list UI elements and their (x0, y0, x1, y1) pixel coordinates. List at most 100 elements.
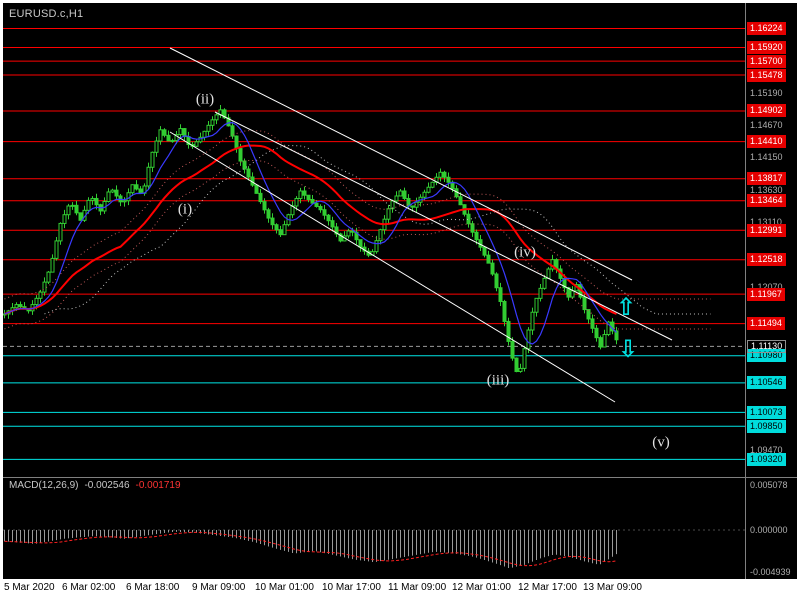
candle-body (86, 199, 91, 211)
candle-body (278, 229, 283, 236)
candle-body (58, 222, 63, 242)
time-axis-label: 11 Mar 09:00 (388, 582, 447, 593)
ma-fast-line (4, 121, 617, 345)
macd-signal-value: -0.001719 (135, 480, 181, 491)
candle-body (330, 220, 335, 228)
candle-body (298, 190, 303, 199)
candle-body (294, 197, 299, 207)
symbol-period-label: EURUSD.c,H1 (9, 8, 84, 20)
candle-body (534, 297, 539, 313)
candle-body (230, 125, 235, 137)
candle-body (94, 197, 99, 206)
time-axis-label: 10 Mar 17:00 (322, 582, 381, 593)
candle-body (326, 214, 331, 222)
candle-body (74, 204, 79, 214)
candle-body (350, 230, 355, 233)
candle-body (510, 340, 515, 359)
candle-body (70, 204, 75, 207)
candle-body (50, 257, 55, 273)
candle-body (486, 254, 491, 264)
candle-body (130, 184, 135, 194)
candle-body (594, 327, 599, 339)
candle-body (38, 291, 43, 299)
candle-body (398, 190, 403, 197)
candle-body (318, 205, 323, 211)
candle-body (198, 136, 203, 143)
candle-body (314, 202, 319, 207)
trend-line[interactable] (214, 111, 673, 341)
candle-body (442, 171, 447, 178)
candle-body (266, 209, 271, 219)
candle-body (358, 239, 363, 248)
candle-body (522, 348, 527, 369)
candle-body (270, 217, 275, 226)
candle-body (226, 117, 231, 127)
candle-body (54, 240, 59, 259)
candle-body (346, 230, 351, 237)
candle-body (302, 190, 307, 196)
candle-body (458, 196, 463, 206)
candle-body (62, 214, 67, 224)
candle-body (254, 184, 259, 194)
candle-body (122, 200, 127, 203)
ma-slow-line (4, 144, 617, 315)
chart-pane[interactable]: 1.15190 1.14670 1.14150 1.13630 1.13110 1.120… (3, 3, 797, 579)
candle-body (506, 320, 511, 342)
candle-body (66, 205, 71, 216)
time-axis-label: 5 Mar 2020 (4, 582, 55, 593)
candle-body (258, 192, 263, 203)
candle-body (166, 134, 171, 142)
candle-body (222, 109, 227, 119)
displaced-ma-dotted (44, 144, 711, 315)
candle-body (262, 201, 267, 211)
candle-body (482, 246, 487, 256)
candle-body (114, 189, 119, 197)
candle-body (110, 189, 115, 193)
candle-body (470, 223, 475, 233)
candle-body (570, 290, 575, 298)
trend-line[interactable] (169, 131, 616, 403)
candle-body (566, 287, 571, 298)
candle-body (238, 148, 243, 162)
candle-body (518, 367, 523, 373)
candle-body (282, 224, 287, 236)
candle-body (474, 231, 479, 241)
time-axis: 5 Mar 2020 6 Mar 02:00 6 Mar 18:00 9 Mar 09… (3, 580, 797, 597)
candle-body (138, 188, 143, 194)
trend-line[interactable] (169, 47, 633, 281)
candle-body (582, 296, 587, 311)
candle-body (338, 233, 343, 242)
time-axis-label: 12 Mar 17:00 (518, 582, 577, 593)
time-axis-label: 10 Mar 01:00 (255, 582, 314, 593)
envelope-lower-dotted (4, 160, 711, 330)
candle-body (394, 195, 399, 202)
candle-body (42, 281, 47, 293)
candle-body (214, 114, 219, 121)
candle-body (174, 134, 179, 142)
candle-body (18, 304, 23, 308)
candle-body (538, 287, 543, 299)
time-axis-label: 6 Mar 02:00 (62, 582, 116, 593)
envelope-upper-dotted (4, 130, 711, 300)
candle-body (542, 277, 547, 289)
candle-body (90, 197, 95, 201)
time-axis-label: 12 Mar 01:00 (452, 582, 511, 593)
candle-body (162, 129, 167, 136)
price-chart-canvas[interactable] (3, 3, 797, 579)
candle-body (3, 313, 7, 316)
candle-body (78, 212, 83, 221)
candle-body (402, 190, 407, 199)
macd-title: MACD(12,26,9) (9, 480, 79, 491)
candle-body (494, 273, 499, 289)
candle-body (334, 226, 339, 235)
candle-body (14, 304, 19, 309)
candle-body (602, 334, 607, 348)
candle-body (154, 140, 159, 153)
candle-body (310, 198, 315, 204)
time-axis-label: 9 Mar 09:00 (192, 582, 246, 593)
candle-body (210, 119, 215, 126)
candle-body (502, 300, 507, 322)
candle-body (426, 186, 431, 193)
candle-body (378, 229, 383, 242)
